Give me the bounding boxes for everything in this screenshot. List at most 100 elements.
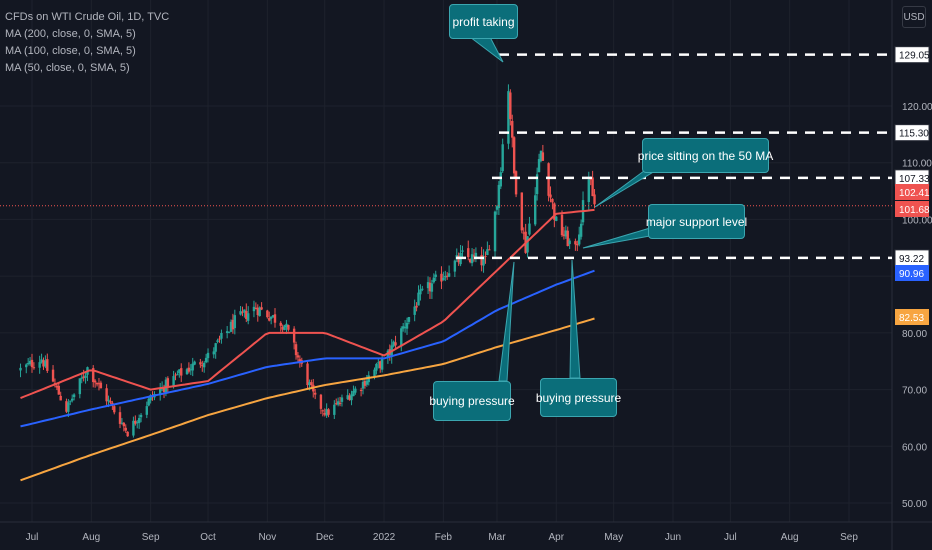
candles xyxy=(19,84,596,438)
candle xyxy=(468,258,472,264)
candle-body xyxy=(245,311,248,319)
level-label: 129.05 xyxy=(894,46,930,64)
candle-body xyxy=(241,311,244,313)
price-tick-label: 60.00 xyxy=(902,442,927,453)
candle xyxy=(70,394,74,403)
candle xyxy=(541,144,545,161)
callout-price-on-50ma[interactable]: price sitting on the 50 MA xyxy=(638,138,773,173)
candle xyxy=(535,167,539,201)
candle xyxy=(216,338,219,344)
candle xyxy=(363,377,367,389)
candle-body xyxy=(359,389,363,391)
candle-body xyxy=(97,383,101,385)
candle xyxy=(252,300,256,318)
candle xyxy=(415,302,418,312)
candle-body xyxy=(375,364,378,371)
candle-body xyxy=(70,398,74,401)
candle-body xyxy=(522,232,525,234)
candle-body xyxy=(526,236,529,253)
candle-body xyxy=(218,338,221,340)
candle xyxy=(442,271,445,281)
candle-body xyxy=(509,92,512,120)
candle xyxy=(260,302,263,311)
callout-major-support[interactable]: major support level xyxy=(646,204,747,239)
candle-body xyxy=(400,328,403,347)
candle-body xyxy=(591,177,594,197)
candle-body xyxy=(520,192,524,231)
candle-body xyxy=(174,374,177,376)
candle-body xyxy=(417,292,420,306)
candle-body xyxy=(574,241,577,245)
candle-body xyxy=(468,259,472,263)
candle xyxy=(42,357,45,370)
candle xyxy=(229,319,233,332)
candle xyxy=(258,306,261,317)
candle-body xyxy=(92,368,95,383)
candle-body xyxy=(589,178,592,180)
legend-ma50[interactable]: MA (50, close, 0, SMA, 5) xyxy=(5,62,130,74)
candle-body xyxy=(139,414,143,418)
level-label-text: 93.22 xyxy=(899,254,924,265)
candle-body xyxy=(564,230,568,237)
candle-body xyxy=(444,275,447,278)
candle xyxy=(204,353,208,364)
candle xyxy=(134,415,137,426)
legend-symbol-title[interactable]: CFDs on WTI Crude Oil, 1D, TVC xyxy=(5,11,170,23)
candle xyxy=(145,401,149,419)
candle xyxy=(528,216,531,236)
candle-body xyxy=(189,369,193,371)
price-badge-text: 82.53 xyxy=(899,313,924,324)
candle-body xyxy=(568,240,571,245)
candle xyxy=(333,400,336,419)
candle-body xyxy=(453,260,457,272)
candle xyxy=(474,247,478,263)
price-badge-text: 90.96 xyxy=(899,269,924,280)
time-tick-label: Aug xyxy=(781,532,799,543)
candle-body xyxy=(220,333,223,339)
currency-button[interactable]: USD xyxy=(902,6,926,28)
candle xyxy=(375,362,378,375)
callout-buying-pressure-2[interactable]: buying pressure xyxy=(536,378,621,417)
candle xyxy=(325,403,328,418)
candle-body xyxy=(158,388,162,395)
candle-body xyxy=(373,369,376,378)
candle-body xyxy=(480,255,483,266)
candle xyxy=(26,358,30,366)
candle xyxy=(514,170,518,198)
candle-body xyxy=(407,317,411,322)
ma100-line xyxy=(20,269,595,428)
price-badge: 90.96 xyxy=(895,265,929,281)
candle xyxy=(394,335,397,348)
candle-body xyxy=(308,382,311,386)
candle-body xyxy=(413,306,416,315)
candle-body xyxy=(243,309,246,313)
candle-body xyxy=(180,368,183,376)
candle-body xyxy=(579,223,583,237)
candle-body xyxy=(512,137,516,174)
candle-body xyxy=(225,331,229,334)
callout-profit-taking[interactable]: profit taking xyxy=(449,4,518,39)
legend-ma100[interactable]: MA (100, close, 0, SMA, 5) xyxy=(5,45,136,57)
legend-ma200[interactable]: MA (200, close, 0, SMA, 5) xyxy=(5,28,136,40)
candle xyxy=(537,153,541,173)
candle xyxy=(482,249,485,273)
candle-body xyxy=(137,418,141,424)
candle xyxy=(432,273,436,284)
candle xyxy=(69,400,72,406)
candle-body xyxy=(486,249,489,256)
ma200-line xyxy=(20,317,595,482)
candle-body xyxy=(352,390,355,397)
candle xyxy=(166,376,170,394)
callout-buying-pressure-1[interactable]: buying pressure xyxy=(429,381,515,421)
price-tick-label: 100.00 xyxy=(902,215,932,226)
candle-body xyxy=(38,362,41,368)
candle xyxy=(354,386,357,395)
candle-body xyxy=(403,327,407,329)
candle xyxy=(51,365,55,383)
candle xyxy=(335,398,338,406)
candle xyxy=(132,416,135,438)
candle xyxy=(507,84,510,150)
candle-body xyxy=(28,360,32,365)
candle-body xyxy=(55,385,59,388)
